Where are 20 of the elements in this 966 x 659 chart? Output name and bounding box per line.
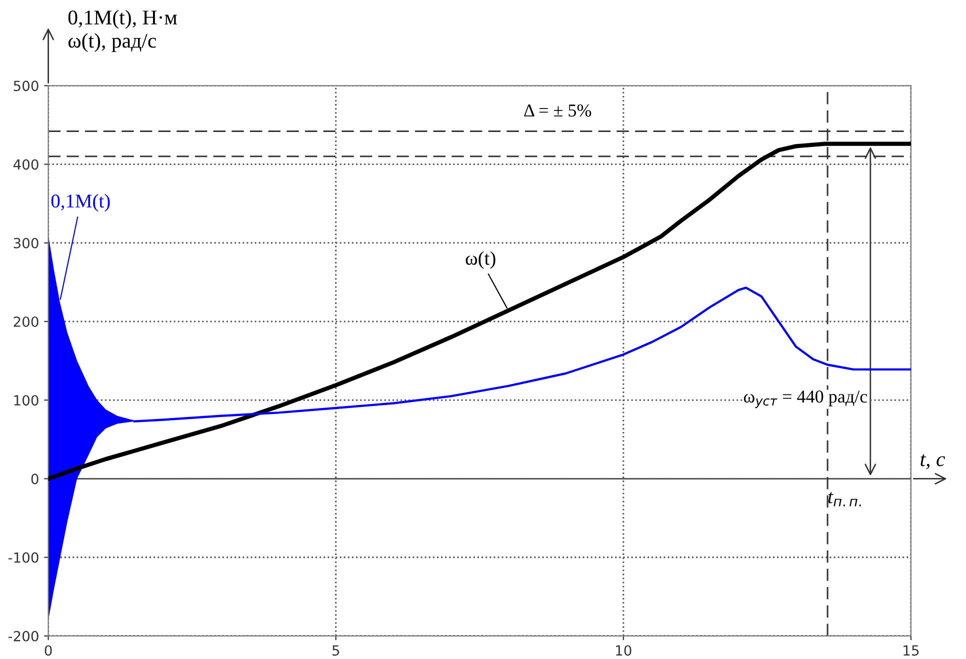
ref-line-label: t$_{п.п.}$ <box>828 492 861 506</box>
text: 0,1M(t) <box>51 194 110 212</box>
y-tick-label: -100 <box>8 552 38 563</box>
y-tick-label: 400 <box>13 159 38 170</box>
x-tick-label: 15 <box>904 645 919 656</box>
y-tick-label: 500 <box>14 80 38 92</box>
y-tick-label: 200 <box>14 316 38 327</box>
y-tick-label: 300 <box>14 238 38 248</box>
y-axis-title: 0,1M(t), Н·м ω(t), рад/с <box>68 10 177 52</box>
y-tick-label: -200 <box>8 630 38 642</box>
y-tick-label: 100 <box>14 395 38 406</box>
text: ω(t) <box>466 251 496 269</box>
x-tick-label: 10 <box>616 645 632 656</box>
ref-line-label: Δ = ± 5% <box>524 104 592 117</box>
x-tick-label: 0 <box>44 645 52 656</box>
line-series <box>48 142 911 481</box>
x-tick-label: 5 <box>332 645 340 656</box>
y-tick-label: 0 <box>31 474 38 484</box>
annotation: ω$_{уст}$ = 440 рад/с <box>744 390 868 408</box>
x-axis-title: t, с <box>920 454 946 470</box>
